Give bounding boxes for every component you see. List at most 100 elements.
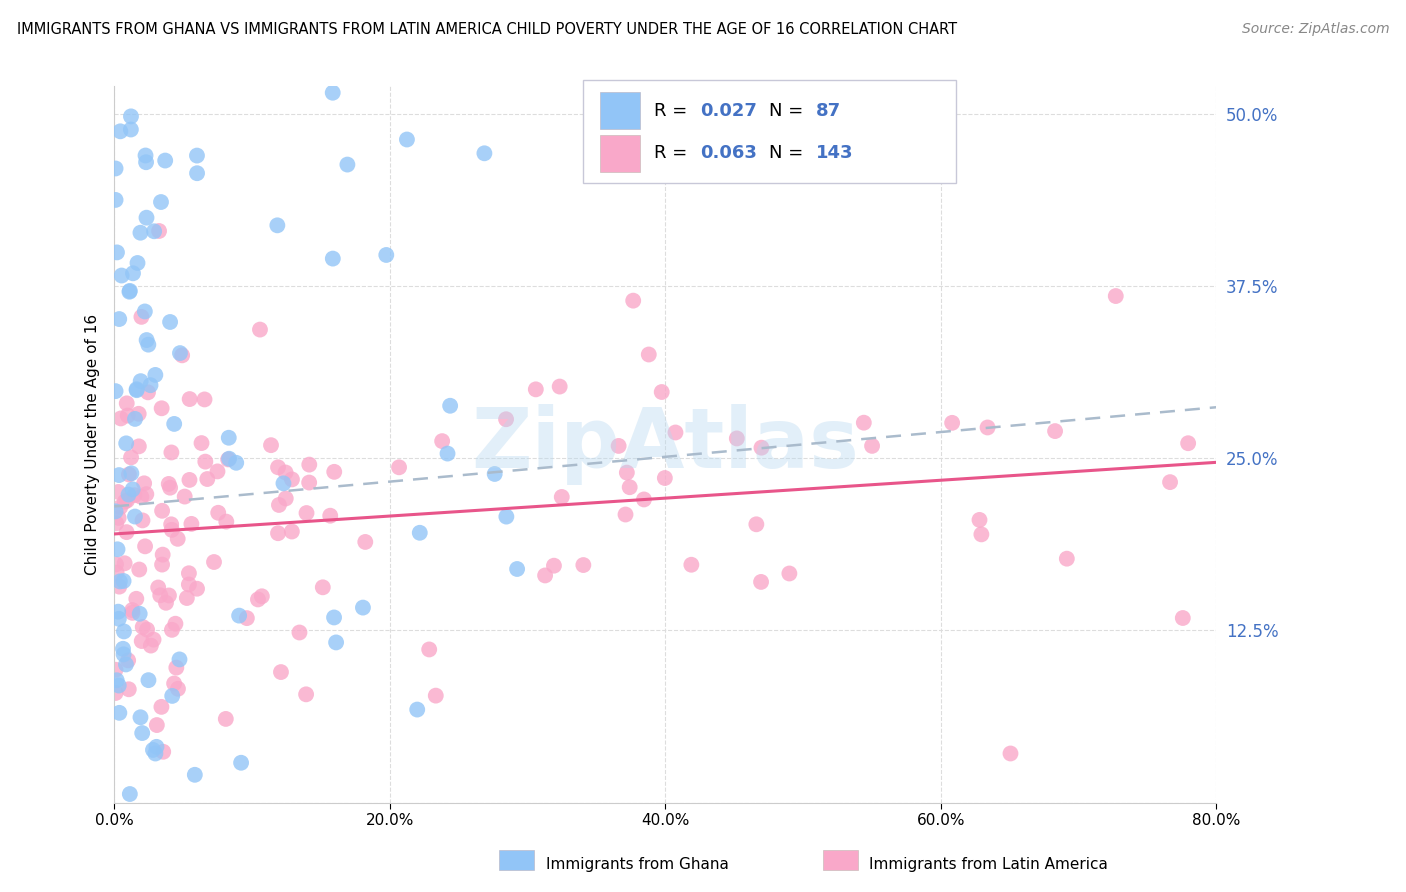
Point <box>1043 424 1066 438</box>
Point <box>112 648 135 662</box>
Point <box>176 591 198 605</box>
Point <box>614 508 637 522</box>
Point <box>155 596 177 610</box>
Point <box>179 473 201 487</box>
Point <box>860 439 883 453</box>
Point <box>105 673 128 688</box>
Point <box>107 605 129 619</box>
Point <box>495 412 517 426</box>
Point <box>195 472 218 486</box>
Point <box>322 86 344 100</box>
Point <box>325 635 347 649</box>
Point <box>134 304 156 318</box>
Point <box>169 652 191 666</box>
Point <box>138 337 160 351</box>
Point <box>616 466 638 480</box>
Point <box>281 524 304 539</box>
Point <box>295 506 318 520</box>
Point <box>194 455 217 469</box>
Point <box>319 508 342 523</box>
Point <box>436 446 458 460</box>
Point <box>108 612 131 626</box>
Text: R =: R = <box>654 102 693 120</box>
Point <box>152 745 174 759</box>
Point <box>115 396 138 410</box>
Point <box>125 382 148 396</box>
Point <box>1171 611 1194 625</box>
Point <box>184 768 207 782</box>
Point <box>129 226 152 240</box>
Y-axis label: Child Poverty Under the Age of 16: Child Poverty Under the Age of 16 <box>86 314 100 575</box>
Point <box>298 475 321 490</box>
Point <box>125 591 148 606</box>
Point <box>104 663 127 677</box>
Point <box>218 431 240 445</box>
Point <box>150 699 173 714</box>
Point <box>323 610 346 624</box>
Point <box>186 166 208 180</box>
Point <box>323 465 346 479</box>
Point <box>134 539 156 553</box>
Point <box>111 641 134 656</box>
Point <box>250 589 273 603</box>
Point <box>425 689 447 703</box>
Point <box>120 450 142 465</box>
Point <box>143 368 166 382</box>
Point <box>218 451 240 466</box>
Point <box>270 665 292 679</box>
Point <box>165 616 187 631</box>
Point <box>110 500 132 515</box>
Point <box>128 562 150 576</box>
Point <box>177 566 200 581</box>
Point <box>207 464 229 478</box>
Point <box>298 458 321 472</box>
Point <box>725 432 748 446</box>
Point <box>121 606 143 620</box>
Point <box>159 315 181 329</box>
Point <box>150 558 173 572</box>
Point <box>186 582 208 596</box>
Point <box>108 706 131 720</box>
Point <box>190 436 212 450</box>
Point <box>104 686 127 700</box>
Point <box>143 224 166 238</box>
Point <box>430 434 453 449</box>
Point <box>105 245 128 260</box>
Point <box>115 436 138 450</box>
Point <box>163 676 186 690</box>
Point <box>664 425 686 440</box>
Point <box>969 513 991 527</box>
Text: Source: ZipAtlas.com: Source: ZipAtlas.com <box>1241 22 1389 37</box>
Point <box>506 562 529 576</box>
Point <box>354 535 377 549</box>
Point <box>122 266 145 280</box>
Point <box>118 285 141 299</box>
Point <box>139 378 162 392</box>
Point <box>148 224 170 238</box>
Point <box>173 490 195 504</box>
Text: IMMIGRANTS FROM GHANA VS IMMIGRANTS FROM LATIN AMERICA CHILD POVERTY UNDER THE A: IMMIGRANTS FROM GHANA VS IMMIGRANTS FROM… <box>17 22 957 37</box>
Point <box>273 476 295 491</box>
Point <box>225 456 247 470</box>
Point <box>110 268 132 283</box>
Point <box>336 157 359 171</box>
Point <box>177 577 200 591</box>
Point <box>129 710 152 724</box>
Point <box>115 525 138 540</box>
Point <box>107 542 129 557</box>
Point <box>118 467 141 482</box>
Point <box>160 517 183 532</box>
Point <box>105 566 128 580</box>
Point <box>125 383 148 397</box>
Point <box>150 504 173 518</box>
Point <box>150 194 173 209</box>
Point <box>229 756 252 770</box>
Point <box>249 322 271 336</box>
Point <box>193 392 215 407</box>
Text: 87: 87 <box>815 102 841 120</box>
Point <box>236 611 259 625</box>
Point <box>186 148 208 162</box>
Point <box>169 346 191 360</box>
Point <box>163 417 186 431</box>
Point <box>131 726 153 740</box>
